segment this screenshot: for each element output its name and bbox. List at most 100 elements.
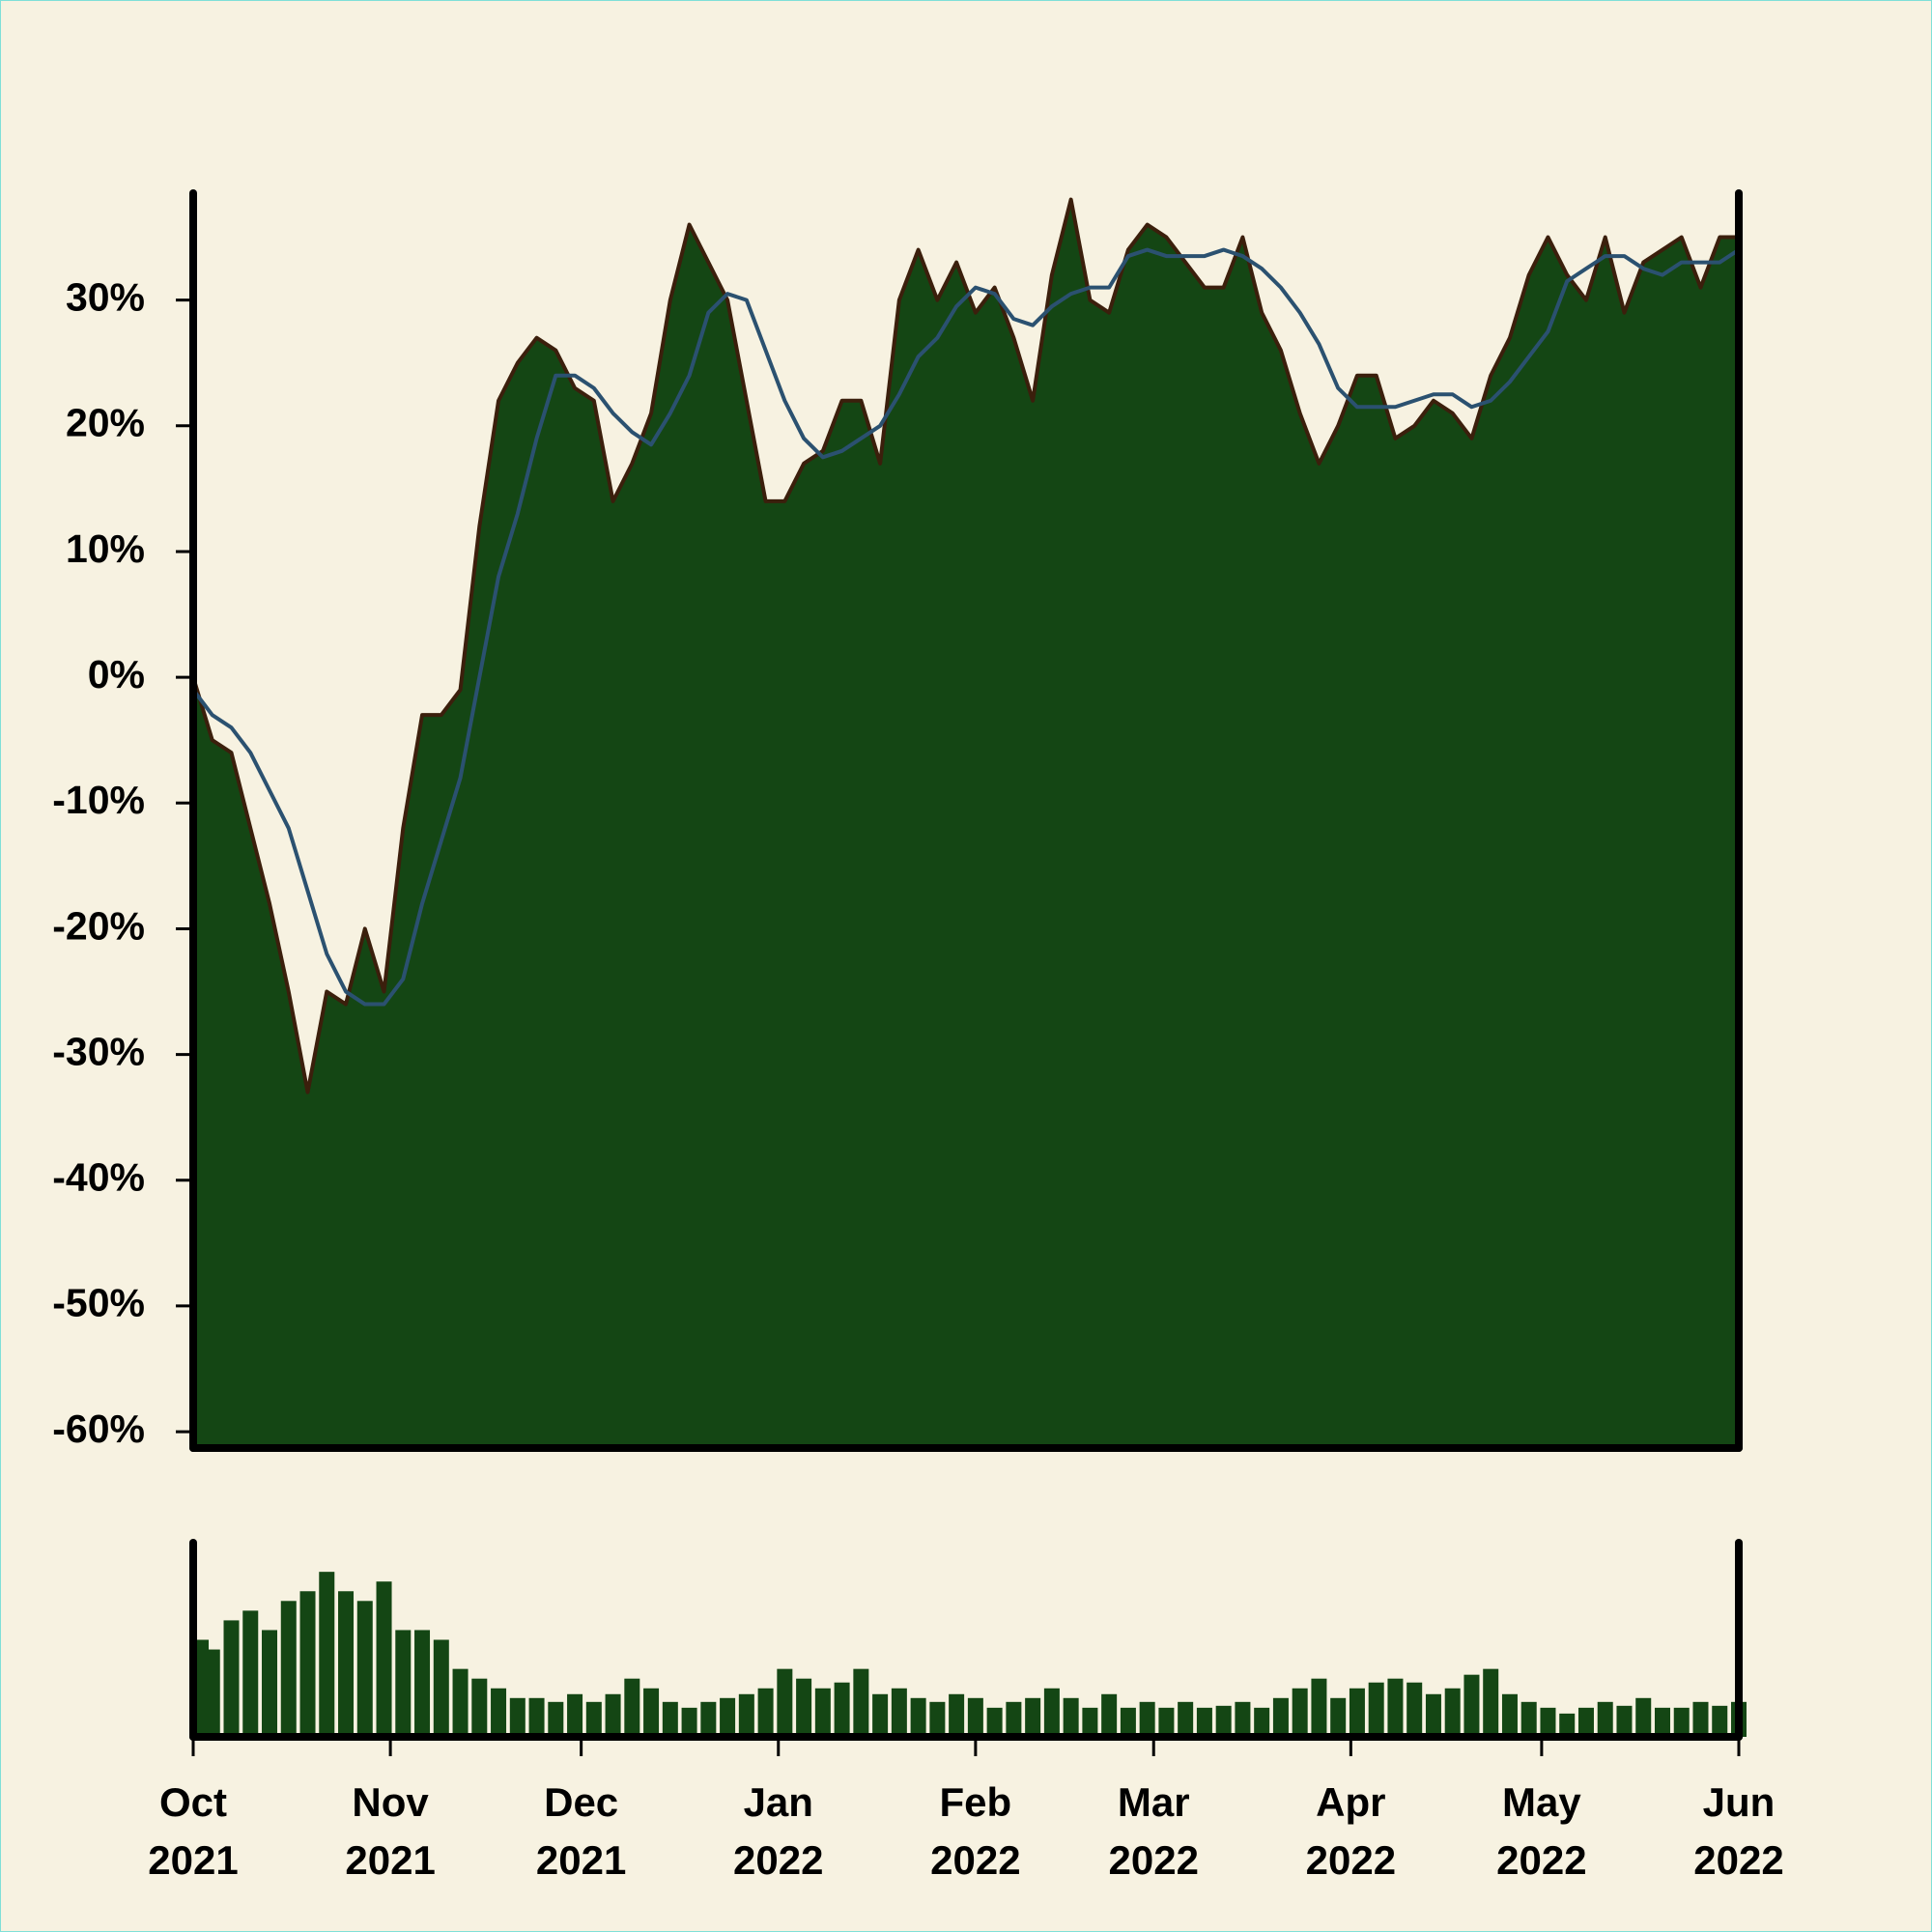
volume-bar xyxy=(1559,1713,1576,1737)
volume-bar xyxy=(949,1693,965,1737)
volume-bar xyxy=(1254,1707,1270,1737)
volume-bar xyxy=(528,1697,545,1737)
volume-bar xyxy=(624,1678,640,1737)
volume-bar xyxy=(395,1630,412,1737)
volume-bar xyxy=(491,1688,507,1737)
y-tick-label: 20% xyxy=(66,401,145,445)
volume-bar xyxy=(1540,1707,1556,1737)
y-tick-label: -40% xyxy=(52,1155,145,1200)
volume-bar xyxy=(1006,1701,1022,1737)
x-tick-label: Dec 2021 xyxy=(535,1779,627,1883)
volume-bar xyxy=(757,1688,774,1737)
volume-bar xyxy=(681,1707,697,1737)
volume-bar xyxy=(585,1701,602,1737)
volume-bar xyxy=(1444,1688,1461,1737)
volume-bar xyxy=(509,1697,526,1737)
volume-bar xyxy=(338,1591,355,1737)
volume-bar xyxy=(720,1697,736,1737)
moving-average-line xyxy=(191,247,1741,1007)
volume-bar xyxy=(1483,1668,1499,1737)
x-tick-label: Apr 2022 xyxy=(1305,1779,1397,1883)
volume-bar xyxy=(280,1601,297,1737)
volume-bar xyxy=(1387,1678,1404,1737)
volume-bar xyxy=(700,1701,717,1737)
volume-bar xyxy=(777,1668,793,1737)
volume-bar xyxy=(1139,1701,1155,1737)
volume-bar xyxy=(1178,1701,1194,1737)
volume-bar xyxy=(1425,1693,1441,1737)
y-tick-label: 10% xyxy=(66,526,145,571)
volume-bar xyxy=(262,1630,278,1737)
volume-bar xyxy=(1577,1707,1594,1737)
volume-bar xyxy=(986,1707,1003,1737)
volume-bar xyxy=(242,1610,259,1737)
volume-bar xyxy=(1406,1682,1423,1737)
volume-bar xyxy=(834,1682,850,1737)
volume-bar xyxy=(1292,1688,1308,1737)
volume-bar xyxy=(1196,1707,1212,1737)
volume-bar xyxy=(910,1697,926,1737)
x-tick-label: Nov 2021 xyxy=(345,1779,436,1883)
volume-bar xyxy=(356,1601,373,1737)
volume-bar xyxy=(738,1693,754,1737)
volume-bar xyxy=(567,1693,583,1737)
area xyxy=(193,199,1739,1448)
volume-bar xyxy=(548,1701,564,1737)
volume-bar xyxy=(967,1697,983,1737)
volume-bar xyxy=(1501,1693,1518,1737)
volume-bar xyxy=(1349,1688,1365,1737)
volume-bar xyxy=(1120,1707,1136,1737)
volume-bar xyxy=(1673,1707,1690,1737)
volume-bar xyxy=(643,1688,660,1737)
x-tick-label: Mar 2022 xyxy=(1108,1779,1199,1883)
x-tick-label: Feb 2022 xyxy=(930,1779,1021,1883)
volume-bar xyxy=(929,1701,946,1737)
volume-bar xyxy=(1463,1674,1480,1737)
volume-bar xyxy=(891,1688,907,1737)
volume-bar xyxy=(814,1688,831,1737)
volume-bar xyxy=(1597,1701,1613,1737)
volume-bar xyxy=(1215,1705,1232,1737)
y-tick-label: -10% xyxy=(52,778,145,822)
volume-bar xyxy=(376,1581,392,1737)
y-tick-label: -50% xyxy=(52,1281,145,1325)
x-tick-label: Oct 2021 xyxy=(148,1779,239,1883)
area-edge xyxy=(191,197,1739,1094)
volume-bar xyxy=(1616,1705,1633,1737)
volume-bar xyxy=(1311,1678,1327,1737)
volume-bar xyxy=(1654,1707,1670,1737)
volume-bar xyxy=(1043,1688,1060,1737)
volume-bar xyxy=(1101,1693,1118,1737)
volume-bar xyxy=(452,1668,469,1737)
volume-bar xyxy=(299,1591,316,1737)
volume-bar xyxy=(204,1649,220,1737)
y-tick-label: 0% xyxy=(88,652,145,696)
volume-bar xyxy=(1330,1697,1347,1737)
volume-bar xyxy=(223,1620,240,1737)
volume-bar xyxy=(853,1668,869,1737)
volume-bar xyxy=(1635,1697,1652,1737)
volume-bar xyxy=(1272,1697,1289,1737)
x-tick-label: Jan 2022 xyxy=(733,1779,824,1883)
volume-bar xyxy=(796,1678,812,1737)
volume-bar xyxy=(1712,1705,1728,1737)
volume-bar xyxy=(605,1693,621,1737)
volume-bar xyxy=(872,1693,889,1737)
volume-bar xyxy=(1520,1701,1537,1737)
volume-bar xyxy=(433,1639,449,1737)
volume-bar xyxy=(1368,1682,1384,1737)
volume-bar xyxy=(1063,1697,1079,1737)
y-tick-label: 30% xyxy=(66,274,145,319)
y-tick-label: -60% xyxy=(52,1406,145,1451)
volume-bar xyxy=(662,1701,678,1737)
volume-bar xyxy=(1235,1701,1251,1737)
volume-bar xyxy=(1025,1697,1041,1737)
volume-bar xyxy=(1692,1701,1709,1737)
volume-bar xyxy=(471,1678,488,1737)
volume-bar xyxy=(1082,1707,1098,1737)
volume-bar xyxy=(414,1630,431,1737)
x-tick-label: May 2022 xyxy=(1496,1779,1587,1883)
y-tick-label: -30% xyxy=(52,1029,145,1073)
